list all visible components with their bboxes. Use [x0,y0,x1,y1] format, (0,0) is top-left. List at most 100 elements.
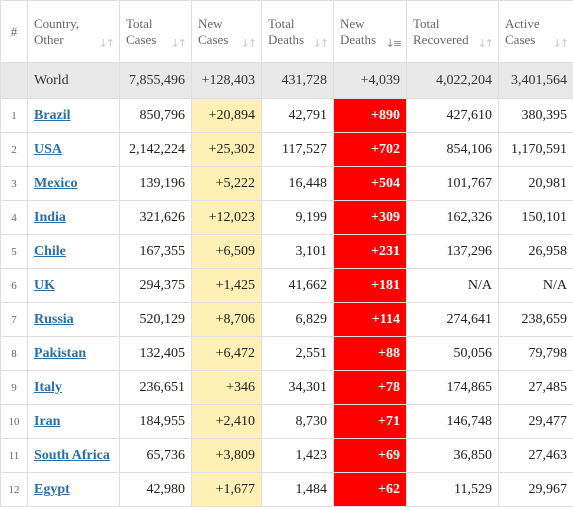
new-deaths-cell: +4,039 [334,63,407,99]
country-cell: Mexico [28,167,120,201]
new-cases-cell: +12,023 [192,201,262,235]
active-cases-cell: 20,981 [499,167,573,201]
sort-arrows-icon[interactable]: ↓↑ [478,36,492,52]
new-deaths-cell: +702 [334,133,407,167]
new-deaths-cell: +62 [334,473,407,507]
country-cell: Egypt [28,473,120,507]
total-recovered-cell: 101,767 [407,167,499,201]
rank-cell: 5 [1,235,28,269]
rank-cell: 3 [1,167,28,201]
country-link[interactable]: USA [34,142,62,157]
new-deaths-cell: +231 [334,235,407,269]
sort-arrows-icon[interactable]: ↓↑ [99,36,113,52]
header-new-deaths[interactable]: New Deaths ↓≡ [334,1,407,63]
new-deaths-cell: +309 [334,201,407,235]
total-deaths-cell: 1,484 [262,473,334,507]
country-cell: Iran [28,405,120,439]
active-cases-cell: 27,463 [499,439,573,473]
country-link[interactable]: Pakistan [34,346,86,361]
total-cases-cell: 132,405 [120,337,192,371]
country-cell: Pakistan [28,337,120,371]
country-link[interactable]: South Africa [34,448,110,463]
total-cases-cell: 42,980 [120,473,192,507]
new-cases-cell: +6,509 [192,235,262,269]
total-deaths-cell: 6,829 [262,303,334,337]
header-country-line1: Country, [34,16,79,31]
country-cell: USA [28,133,120,167]
active-cases-cell: 238,659 [499,303,573,337]
rank-cell: 7 [1,303,28,337]
new-deaths-cell: +114 [334,303,407,337]
sort-arrows-icon[interactable]: ↓↑ [313,36,327,52]
header-total-deaths-line2: Deaths [268,32,304,47]
country-link[interactable]: UK [34,278,55,293]
rank-cell: 6 [1,269,28,303]
header-total-deaths-line1: Total [268,16,295,31]
new-cases-cell: +1,425 [192,269,262,303]
header-total-recovered-line1: Total [413,16,440,31]
rank-cell: 10 [1,405,28,439]
header-active-cases[interactable]: Active Cases ↓↑ [499,1,573,63]
header-new-cases[interactable]: New Cases ↓↑ [192,1,262,63]
active-cases-cell: 3,401,564 [499,63,573,99]
country-cell: Brazil [28,99,120,133]
country-link[interactable]: Iran [34,414,60,429]
country-link[interactable]: Chile [34,244,66,259]
header-new-deaths-line2: Deaths [340,32,376,47]
new-deaths-cell: +504 [334,167,407,201]
active-cases-cell: 29,477 [499,405,573,439]
total-recovered-cell: 174,865 [407,371,499,405]
active-cases-cell: 1,170,591 [499,133,573,167]
rank-cell: 1 [1,99,28,133]
active-cases-cell: 27,485 [499,371,573,405]
country-link[interactable]: Brazil [34,108,71,123]
total-deaths-cell: 9,199 [262,201,334,235]
active-cases-cell: 26,958 [499,235,573,269]
header-active-cases-line2: Cases [505,32,535,47]
country-link[interactable]: Egypt [34,482,70,497]
header-total-cases-line1: Total [126,16,153,31]
total-cases-cell: 167,355 [120,235,192,269]
sort-desc-icon[interactable]: ↓≡ [386,36,400,52]
header-total-recovered[interactable]: Total Recovered ↓↑ [407,1,499,63]
total-deaths-cell: 1,423 [262,439,334,473]
rank-cell: 9 [1,371,28,405]
header-country-line2: Other [34,32,64,47]
sort-arrows-icon[interactable]: ↓↑ [171,36,185,52]
country-link[interactable]: India [34,210,66,225]
header-total-deaths[interactable]: Total Deaths ↓↑ [262,1,334,63]
new-cases-cell: +5,222 [192,167,262,201]
total-cases-cell: 850,796 [120,99,192,133]
header-total-cases[interactable]: Total Cases ↓↑ [120,1,192,63]
total-deaths-cell: 41,662 [262,269,334,303]
new-deaths-cell: +181 [334,269,407,303]
header-rank-label: # [11,24,18,39]
header-country[interactable]: Country, Other ↓↑ [28,1,120,63]
new-deaths-cell: +890 [334,99,407,133]
sort-arrows-icon[interactable]: ↓↑ [553,36,567,52]
country-link[interactable]: Russia [34,312,74,327]
total-recovered-cell: 146,748 [407,405,499,439]
total-cases-cell: 184,955 [120,405,192,439]
header-new-cases-line1: New [198,16,223,31]
country-link[interactable]: Mexico [34,176,78,191]
new-deaths-cell: +88 [334,337,407,371]
total-cases-cell: 236,651 [120,371,192,405]
total-cases-cell: 520,129 [120,303,192,337]
country-cell: UK [28,269,120,303]
table-header-row: # Country, Other ↓↑ Total Cases ↓↑ New [1,1,573,63]
total-deaths-cell: 117,527 [262,133,334,167]
sort-arrows-icon[interactable]: ↓↑ [241,36,255,52]
total-recovered-cell: N/A [407,269,499,303]
country-link[interactable]: Italy [34,380,62,395]
new-deaths-cell: +78 [334,371,407,405]
total-recovered-cell: 427,610 [407,99,499,133]
